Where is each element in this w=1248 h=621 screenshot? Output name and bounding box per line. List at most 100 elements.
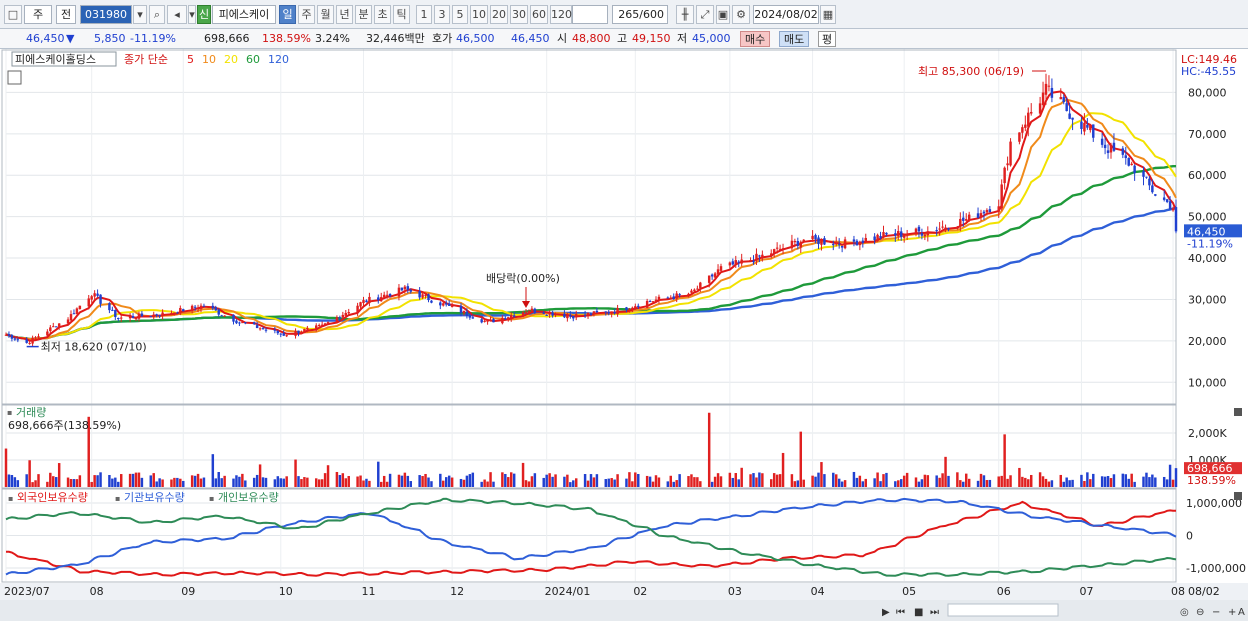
multiplier-button[interactable]: 5	[452, 5, 468, 24]
stock-code-input[interactable]: 031980	[80, 5, 132, 24]
period-button[interactable]: 일	[279, 5, 296, 24]
volume-bar	[190, 475, 194, 487]
multiplier-button[interactable]: 120	[550, 5, 572, 24]
grid-toggle-icon[interactable]	[7, 70, 22, 85]
candle-body	[199, 305, 203, 309]
volume-bar	[99, 472, 102, 487]
candle-icon[interactable]: ╫	[676, 5, 694, 24]
candle-body	[914, 228, 918, 233]
extra-button[interactable]: 평	[818, 31, 837, 47]
volume-bar	[586, 480, 590, 487]
volume-bar	[607, 478, 610, 487]
candle-body	[1009, 141, 1012, 166]
buy-button[interactable]: 매수	[740, 31, 771, 47]
candle-body	[607, 311, 610, 314]
multiplier-button[interactable]: 60	[530, 5, 548, 24]
save-icon[interactable]: ▣	[716, 5, 730, 24]
period-button[interactable]: 초	[374, 5, 391, 24]
candle-body	[882, 232, 885, 238]
multiplier-button[interactable]: 1	[416, 5, 432, 24]
x-axis-label: 07	[1079, 585, 1093, 598]
period-button[interactable]: 틱	[393, 5, 410, 24]
volume-bar	[1080, 474, 1083, 487]
volume-bar	[755, 477, 758, 487]
prev-button[interactable]: 전	[56, 5, 76, 24]
volume-bar	[1171, 479, 1175, 487]
candle-body	[442, 303, 445, 306]
volume-bar	[341, 473, 345, 487]
candle-body	[758, 255, 761, 257]
dividend-arrow-head	[522, 301, 530, 308]
window-icon[interactable]: □	[4, 5, 22, 24]
holdings-tick-label: -1,000,000	[1186, 562, 1246, 575]
period-button[interactable]: 월	[317, 5, 334, 24]
candle-body	[214, 307, 218, 311]
candle-body	[90, 296, 93, 300]
period-button[interactable]: 년	[336, 5, 353, 24]
period-button[interactable]: 주	[298, 5, 315, 24]
panel-close-icon[interactable]	[1234, 408, 1242, 416]
candle-body	[1029, 112, 1033, 114]
count-input[interactable]: 265/600	[612, 5, 668, 24]
candle-body	[439, 302, 442, 306]
volume-bar	[244, 480, 247, 487]
volume-bar	[1003, 434, 1006, 487]
date-input[interactable]: 2024/08/02	[753, 5, 819, 24]
count-select[interactable]	[572, 5, 608, 24]
chevron-down-icon[interactable]: ▾	[133, 5, 147, 24]
volume-bar	[388, 473, 392, 487]
volume-bar	[1089, 479, 1092, 487]
volume-bar	[1165, 479, 1169, 487]
candle-body	[595, 310, 599, 313]
panel-close-icon[interactable]	[1234, 492, 1242, 500]
calendar-icon[interactable]: ▦	[820, 5, 836, 24]
candle-body	[155, 314, 158, 316]
volume-value-text: 698,666주(138.59%)	[8, 419, 121, 432]
candle-body	[54, 326, 58, 328]
x-axis-label: 2024/01	[545, 585, 591, 598]
volume-bar	[852, 471, 856, 487]
price-tick-label: 80,000	[1188, 86, 1227, 99]
volume-bar	[46, 481, 49, 487]
foreign-holdings-line	[6, 500, 1176, 577]
volume-bar	[781, 452, 785, 487]
multiplier-button[interactable]: 30	[510, 5, 528, 24]
market-select[interactable]: 주	[24, 5, 52, 24]
sell-button[interactable]: 매도	[779, 31, 810, 47]
volume-bar	[589, 474, 593, 487]
candle-body	[483, 320, 486, 322]
candle-body	[504, 318, 507, 320]
volume-bar	[421, 476, 424, 487]
volume-bar	[962, 481, 965, 487]
candle-body	[1103, 144, 1107, 149]
volume-bar	[882, 474, 885, 487]
candle-body	[645, 300, 649, 308]
candle-body	[161, 312, 164, 317]
holdings-legend-label: 기관보유수량	[124, 491, 185, 504]
candle-body	[947, 228, 950, 230]
candle-body	[4, 334, 8, 336]
multiplier-button[interactable]: 3	[434, 5, 450, 24]
volume-bar	[69, 478, 73, 487]
search-icon[interactable]: ⌕	[149, 5, 165, 24]
candle-body	[527, 310, 531, 314]
speaker-icon[interactable]: ◂	[167, 5, 187, 24]
period-button[interactable]: 분	[355, 5, 372, 24]
gear-icon[interactable]: ⚙	[732, 5, 750, 24]
draw-icon[interactable]: ⤢	[696, 5, 714, 24]
candle-body	[1041, 92, 1045, 106]
candle-body	[34, 337, 37, 339]
multiplier-button[interactable]: 20	[490, 5, 508, 24]
candle-body	[202, 305, 206, 307]
candle-body	[397, 287, 401, 297]
candle-body	[690, 290, 693, 293]
volume-bar	[914, 477, 918, 487]
chart-scrollbar[interactable]	[947, 603, 1059, 617]
chevron-down-icon[interactable]: ▾	[188, 5, 196, 24]
volume-bar	[879, 481, 882, 487]
volume-bar	[740, 467, 743, 487]
stock-chart[interactable]: 80,000 70,000 60,000 50,000 40,000 30,000 20,0…	[0, 49, 1248, 621]
volume-bar	[967, 478, 971, 487]
multiplier-button[interactable]: 10	[470, 5, 488, 24]
volume-bar	[1106, 476, 1110, 487]
